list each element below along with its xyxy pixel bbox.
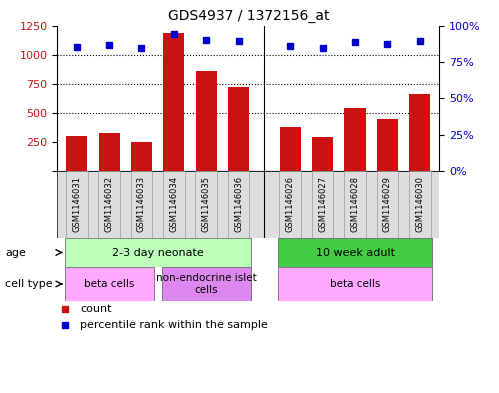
Text: beta cells: beta cells — [84, 279, 134, 289]
Text: GSM1146026: GSM1146026 — [286, 176, 295, 232]
Bar — [66, 171, 88, 238]
Bar — [377, 119, 398, 171]
Bar — [65, 267, 154, 301]
Text: percentile rank within the sample: percentile rank within the sample — [80, 320, 268, 330]
Text: GSM1146028: GSM1146028 — [350, 176, 359, 232]
Text: GSM1146030: GSM1146030 — [415, 176, 424, 232]
Bar — [278, 267, 432, 301]
Text: GSM1146029: GSM1146029 — [383, 176, 392, 232]
Text: GSM1146034: GSM1146034 — [169, 176, 178, 232]
Bar — [99, 133, 120, 171]
Bar — [131, 142, 152, 171]
Bar — [65, 238, 250, 267]
Bar — [163, 171, 185, 238]
Text: GSM1146035: GSM1146035 — [202, 176, 211, 232]
Bar — [131, 171, 152, 238]
Text: GSM1146031: GSM1146031 — [72, 176, 81, 232]
Bar — [278, 238, 432, 267]
Text: beta cells: beta cells — [330, 279, 380, 289]
Bar — [377, 171, 398, 238]
Bar — [163, 33, 184, 171]
Title: GDS4937 / 1372156_at: GDS4937 / 1372156_at — [168, 9, 329, 23]
Text: GSM1146032: GSM1146032 — [105, 176, 114, 232]
Bar — [196, 71, 217, 171]
Text: cell type: cell type — [5, 279, 52, 289]
Bar — [98, 171, 120, 238]
Text: count: count — [80, 305, 112, 314]
Bar — [162, 267, 250, 301]
Bar — [280, 127, 301, 171]
Bar — [409, 94, 430, 171]
Bar — [344, 108, 366, 171]
Text: GSM1146033: GSM1146033 — [137, 176, 146, 232]
Bar — [228, 171, 250, 238]
Bar — [66, 136, 87, 171]
Text: GSM1146036: GSM1146036 — [234, 176, 243, 232]
Bar — [312, 171, 333, 238]
Text: GSM1146027: GSM1146027 — [318, 176, 327, 232]
Bar — [344, 171, 366, 238]
Bar — [279, 171, 301, 238]
Bar — [228, 87, 249, 171]
Text: age: age — [5, 248, 26, 257]
Bar — [196, 171, 217, 238]
Bar — [312, 137, 333, 171]
Text: non-endocrine islet
cells: non-endocrine islet cells — [156, 273, 256, 295]
Text: 10 week adult: 10 week adult — [315, 248, 395, 257]
Bar — [409, 171, 431, 238]
Text: 2-3 day neonate: 2-3 day neonate — [112, 248, 204, 257]
